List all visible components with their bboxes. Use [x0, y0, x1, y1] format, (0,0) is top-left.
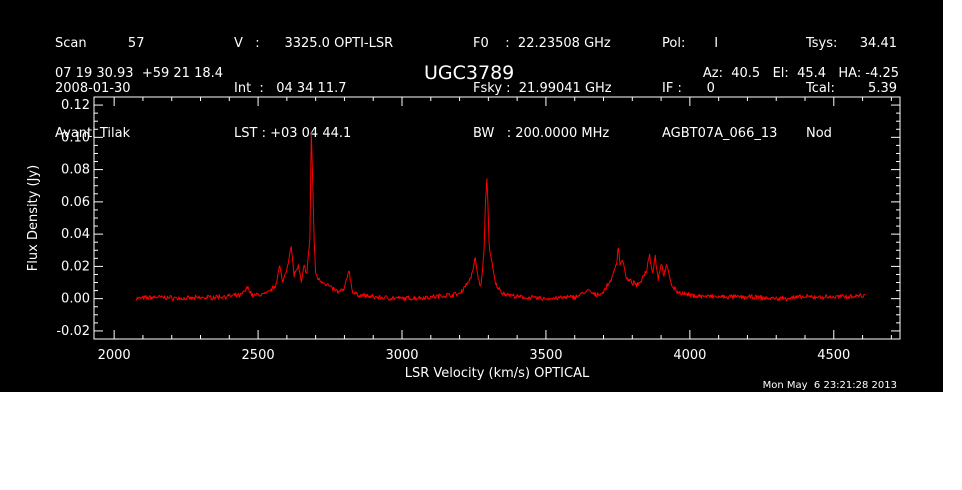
x-tick-label: 4500	[817, 348, 850, 363]
y-tick-label: 0.02	[61, 259, 90, 274]
plot-frame	[93, 96, 901, 340]
y-tick-label: -0.02	[56, 324, 90, 339]
velocity-line: V : 3325.0 OPTI-LSR	[234, 36, 394, 51]
y-tick-label: 0.10	[61, 130, 90, 145]
if-number: IF : 0	[662, 81, 715, 96]
x-tick-label: 3500	[529, 348, 562, 363]
project-id: AGBT07A_066_13	[662, 126, 778, 141]
az-el-ha: Az: 40.5 El: 45.4 HA: -4.25	[702, 66, 899, 81]
bandwidth: BW : 200.0000 MHz	[473, 126, 610, 141]
system-temp-labels: Tsys: Tcal: Nod	[806, 6, 837, 171]
tsys-value: 34.41	[859, 36, 897, 51]
lst-line: LST : +03 04 44.1	[234, 126, 352, 141]
scan-number: Scan 57	[55, 36, 145, 51]
source-coordinates: 07 19 30.93 +59 21 18.4	[55, 66, 224, 81]
y-tick-label: 0.12	[61, 98, 90, 113]
spectrum-plot-panel: Scan 57 2008-01-30 Avanti Tilak V : 3325…	[0, 0, 943, 392]
plot-timestamp: Mon May 6 23:21:28 2013	[762, 380, 897, 391]
y-axis-label: Flux Density (Jy)	[26, 165, 41, 271]
sky-frequency: Fsky : 21.99041 GHz	[473, 81, 612, 96]
y-tick-label: 0.06	[61, 195, 90, 210]
y-tick-label: 0.08	[61, 163, 90, 178]
tcal-label: Tcal:	[806, 81, 835, 96]
frequency-info: F0 : 22.23508 GHz Fsky : 21.99041 GHz BW…	[473, 6, 612, 171]
y-tick-label: 0.00	[61, 292, 90, 307]
y-tick-label: 0.04	[61, 227, 90, 242]
tcal-value: 5.39	[868, 81, 897, 96]
observation-date: 2008-01-30	[55, 81, 131, 96]
scan-info: Scan 57 2008-01-30 Avanti Tilak	[55, 6, 144, 171]
observer-name: Avanti Tilak	[55, 126, 131, 141]
x-axis-label: LSR Velocity (km/s) OPTICAL	[405, 366, 590, 381]
velocity-info: V : 3325.0 OPTI-LSR Int : 04 34 11.7 LST…	[234, 6, 393, 171]
polarization: Pol: I	[662, 36, 719, 51]
integration-line: Int : 04 34 11.7	[234, 81, 347, 96]
spectrum-chart: 2000 2500 3000 3500 4000 4500 -0.02 0.00 0.02 0.0…	[26, 96, 901, 381]
x-tick-label: 2500	[242, 348, 275, 363]
tsys-label: Tsys:	[806, 36, 838, 51]
rest-frequency: F0 : 22.23508 GHz	[473, 36, 611, 51]
source-name: UGC3789	[424, 62, 515, 84]
x-tick-label: 3000	[385, 348, 418, 363]
polarization-info: Pol: I IF : 0 AGBT07A_066_13	[662, 6, 777, 171]
x-tick-label: 2000	[98, 348, 131, 363]
system-temp-values: 34.41 5.39	[860, 6, 897, 126]
x-tick-label: 4000	[673, 348, 706, 363]
switching-mode: Nod	[806, 126, 832, 141]
spectrum-line	[135, 132, 866, 302]
